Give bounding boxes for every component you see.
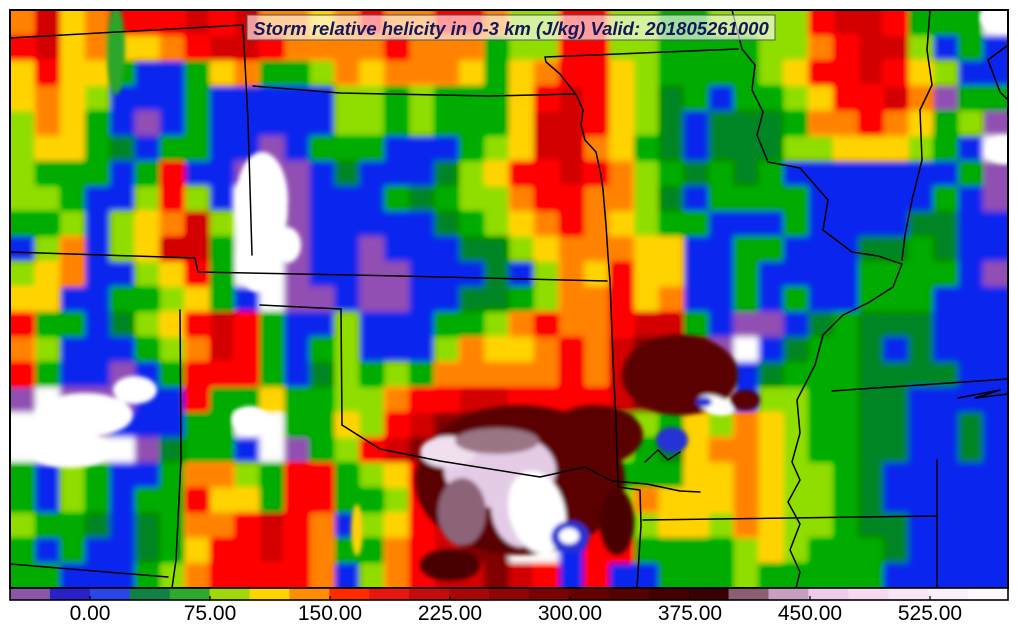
svg-text:450.00: 450.00: [778, 602, 842, 625]
svg-text:225.00: 225.00: [418, 602, 482, 625]
svg-text:0.00: 0.00: [70, 602, 111, 625]
svg-text:525.00: 525.00: [898, 602, 962, 625]
svg-text:375.00: 375.00: [658, 602, 722, 625]
svg-text:Storm relative helicity in 0-3: Storm relative helicity in 0-3 km (J/kg)…: [253, 18, 769, 39]
svg-text:75.00: 75.00: [184, 602, 237, 625]
svg-text:150.00: 150.00: [298, 602, 362, 625]
svg-text:300.00: 300.00: [538, 602, 602, 625]
